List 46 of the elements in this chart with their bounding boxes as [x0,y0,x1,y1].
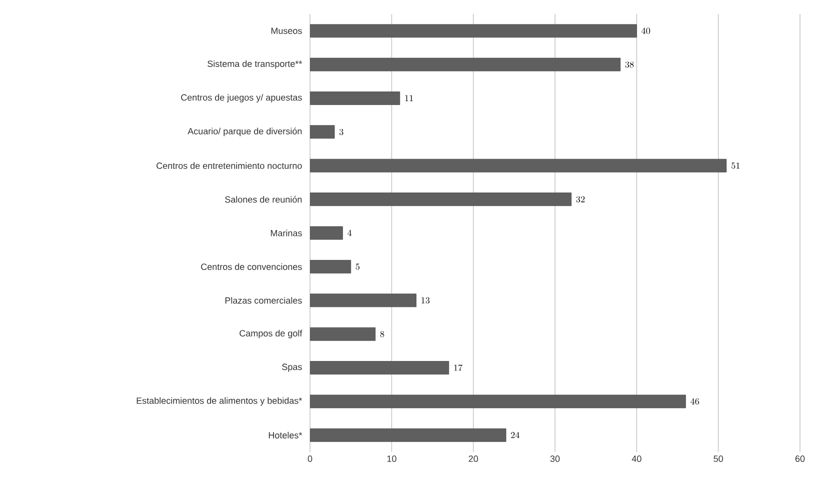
x-tick-label: 30 [550,456,560,462]
data-label: 17 [454,364,462,371]
bar [310,294,416,308]
bar [310,428,506,442]
data-label: 40 [641,28,650,34]
y-tick-label: Campos de golf [240,330,302,338]
data-label: 24 [510,432,520,438]
bar [310,92,400,105]
data-label: 13 [422,297,430,304]
data-label: 46 [690,398,700,405]
data-label: 51 [731,162,740,169]
data-label: 8 [380,330,384,338]
bar [310,192,572,206]
x-tick-label: 40 [632,456,642,462]
bar [310,158,727,172]
bar [310,327,376,341]
bar [310,125,335,139]
bar [310,361,450,374]
y-tick-label: Spas [282,364,302,372]
y-tick-label: Salones de reunión [225,196,302,203]
y-tick-label: Centros de entretenimiento nocturno [156,162,302,169]
y-tick-label: Museos [271,28,302,34]
y-tick-label: Marinas [270,230,302,236]
y-tick-label: Plazas comerciales [225,297,302,304]
y-tick-label: Sistema de transporte** [208,60,302,69]
data-label: 5 [356,264,360,270]
data-label: 3 [339,128,344,136]
y-tick-label: Establecimientos de alimentos y bebidas* [136,397,302,406]
bar [310,226,343,240]
data-label: 11 [405,95,413,102]
bar [310,260,352,274]
y-tick-label: Centros de juegos y/ apuestas [181,94,302,102]
y-tick-label: Centros de convenciones [201,263,302,270]
bar [310,394,686,408]
data-label: 4 [347,230,352,236]
y-tick-label: Acuario/ parque de diversión [188,128,302,136]
x-tick-label: 60 [795,456,805,462]
bar [310,24,637,38]
data-label: 32 [576,196,585,202]
x-tick-label: 10 [387,456,396,462]
x-tick-label: 0 [308,456,312,462]
data-label: 38 [625,61,634,68]
x-tick-label: 20 [468,456,478,462]
bar [310,58,621,72]
y-tick-label: Hoteles* [268,432,302,438]
x-tick-label: 50 [714,456,723,462]
